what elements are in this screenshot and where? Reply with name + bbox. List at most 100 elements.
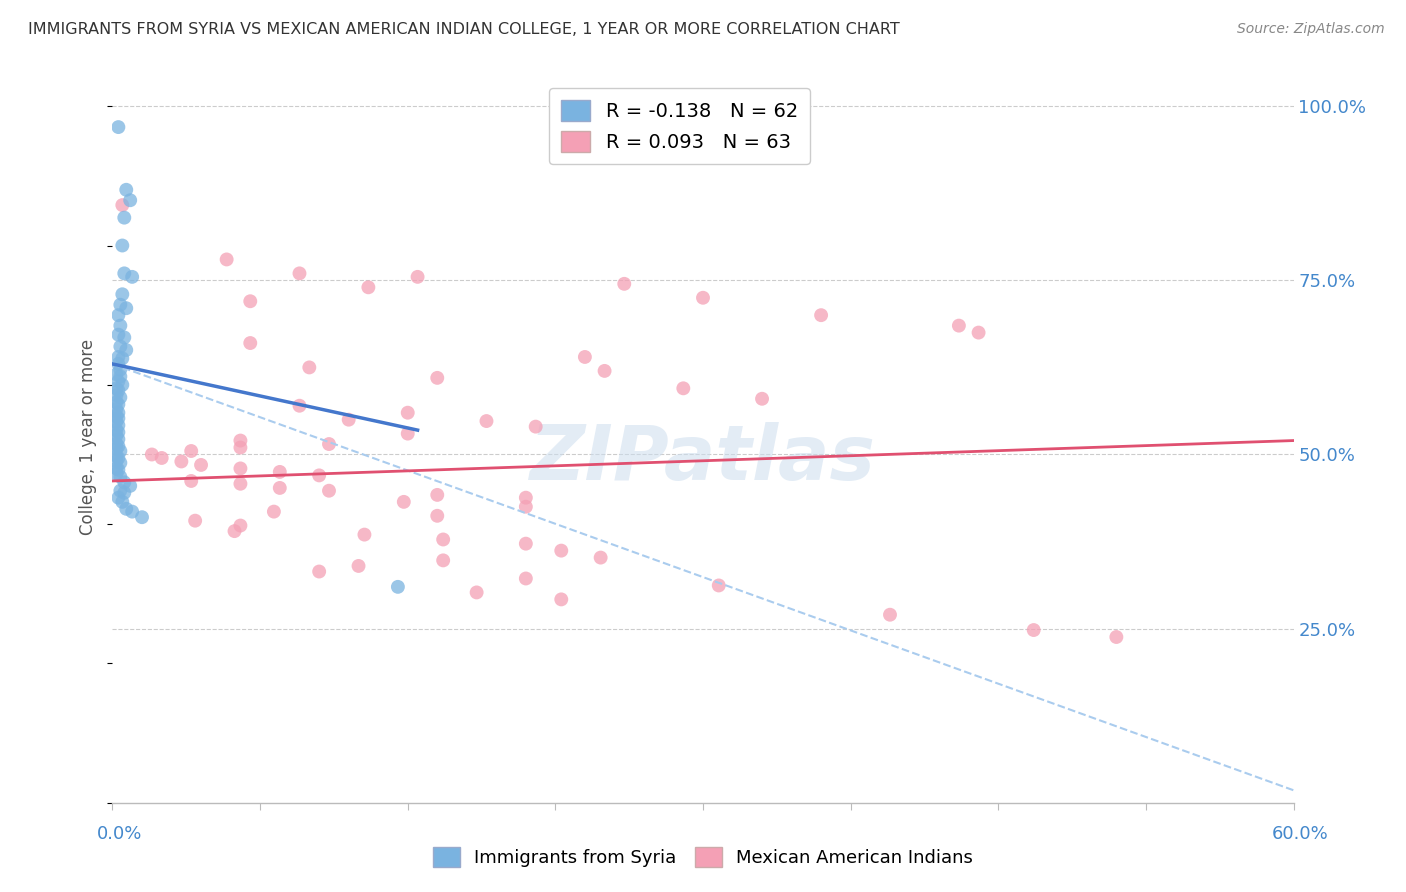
Point bbox=[515, 491, 537, 505]
Point bbox=[550, 592, 572, 607]
Point bbox=[184, 514, 207, 528]
Point bbox=[107, 375, 129, 389]
Point bbox=[269, 465, 291, 479]
Point bbox=[107, 425, 129, 440]
Point bbox=[120, 193, 142, 207]
Point bbox=[105, 368, 128, 382]
Point bbox=[107, 397, 129, 411]
Point bbox=[229, 434, 252, 448]
Point bbox=[107, 308, 129, 322]
Point bbox=[229, 441, 252, 455]
Point bbox=[107, 418, 129, 433]
Point bbox=[426, 371, 449, 385]
Point bbox=[121, 269, 143, 284]
Point bbox=[105, 409, 128, 424]
Point bbox=[229, 518, 252, 533]
Point bbox=[110, 470, 132, 484]
Point bbox=[810, 308, 832, 322]
Point bbox=[879, 607, 901, 622]
Point bbox=[107, 384, 129, 398]
Point bbox=[229, 476, 252, 491]
Point bbox=[672, 381, 695, 395]
Point bbox=[263, 505, 285, 519]
Point bbox=[475, 414, 498, 428]
Point bbox=[353, 527, 375, 541]
Point bbox=[392, 495, 415, 509]
Point bbox=[131, 510, 153, 524]
Point bbox=[1105, 630, 1128, 644]
Point bbox=[308, 565, 330, 579]
Point bbox=[150, 450, 173, 465]
Point bbox=[111, 377, 134, 392]
Point bbox=[239, 336, 262, 351]
Point bbox=[432, 553, 454, 567]
Point bbox=[107, 432, 129, 446]
Point bbox=[110, 339, 132, 353]
Point bbox=[692, 291, 714, 305]
Point bbox=[115, 301, 138, 316]
Text: Source: ZipAtlas.com: Source: ZipAtlas.com bbox=[1237, 22, 1385, 37]
Point bbox=[1022, 623, 1045, 637]
Point bbox=[288, 266, 311, 280]
Point bbox=[110, 390, 132, 404]
Point bbox=[215, 252, 238, 267]
Legend: R = -0.138   N = 62, R = 0.093   N = 63: R = -0.138 N = 62, R = 0.093 N = 63 bbox=[550, 88, 810, 164]
Point bbox=[269, 481, 291, 495]
Point bbox=[107, 406, 129, 420]
Point bbox=[105, 461, 128, 475]
Point bbox=[107, 350, 129, 364]
Point bbox=[105, 449, 128, 463]
Point bbox=[298, 360, 321, 375]
Point bbox=[515, 500, 537, 514]
Point bbox=[239, 294, 262, 309]
Point bbox=[111, 495, 134, 509]
Point bbox=[550, 543, 572, 558]
Point bbox=[110, 483, 132, 498]
Text: ZIPatlas: ZIPatlas bbox=[530, 422, 876, 496]
Point bbox=[115, 343, 138, 357]
Point bbox=[105, 423, 128, 437]
Point bbox=[396, 406, 419, 420]
Point bbox=[107, 450, 129, 465]
Point bbox=[107, 411, 129, 425]
Point bbox=[110, 362, 132, 376]
Point bbox=[105, 415, 128, 429]
Point bbox=[515, 536, 537, 550]
Y-axis label: College, 1 year or more: College, 1 year or more bbox=[79, 339, 97, 535]
Text: 0.0%: 0.0% bbox=[97, 825, 142, 843]
Point bbox=[110, 444, 132, 458]
Point bbox=[967, 326, 990, 340]
Point bbox=[112, 475, 135, 490]
Point bbox=[112, 266, 135, 280]
Point bbox=[515, 572, 537, 586]
Point bbox=[288, 399, 311, 413]
Point bbox=[110, 456, 132, 470]
Point bbox=[308, 468, 330, 483]
Point bbox=[170, 454, 193, 468]
Point bbox=[347, 558, 370, 573]
Point bbox=[589, 550, 612, 565]
Point bbox=[112, 485, 135, 500]
Point bbox=[426, 508, 449, 523]
Point bbox=[180, 444, 202, 458]
Point bbox=[105, 428, 128, 442]
Point bbox=[357, 280, 380, 294]
Point bbox=[105, 442, 128, 456]
Point bbox=[107, 463, 129, 477]
Point bbox=[110, 369, 132, 384]
Point bbox=[387, 580, 409, 594]
Point bbox=[110, 298, 132, 312]
Point bbox=[121, 505, 143, 519]
Point bbox=[112, 211, 135, 225]
Point bbox=[105, 395, 128, 409]
Point bbox=[426, 488, 449, 502]
Point bbox=[115, 501, 138, 516]
Point bbox=[751, 392, 773, 406]
Point bbox=[107, 439, 129, 453]
Point bbox=[105, 402, 128, 417]
Point bbox=[107, 357, 129, 371]
Point bbox=[337, 412, 360, 426]
Point bbox=[105, 381, 128, 395]
Legend: Immigrants from Syria, Mexican American Indians: Immigrants from Syria, Mexican American … bbox=[426, 839, 980, 874]
Point bbox=[111, 238, 134, 252]
